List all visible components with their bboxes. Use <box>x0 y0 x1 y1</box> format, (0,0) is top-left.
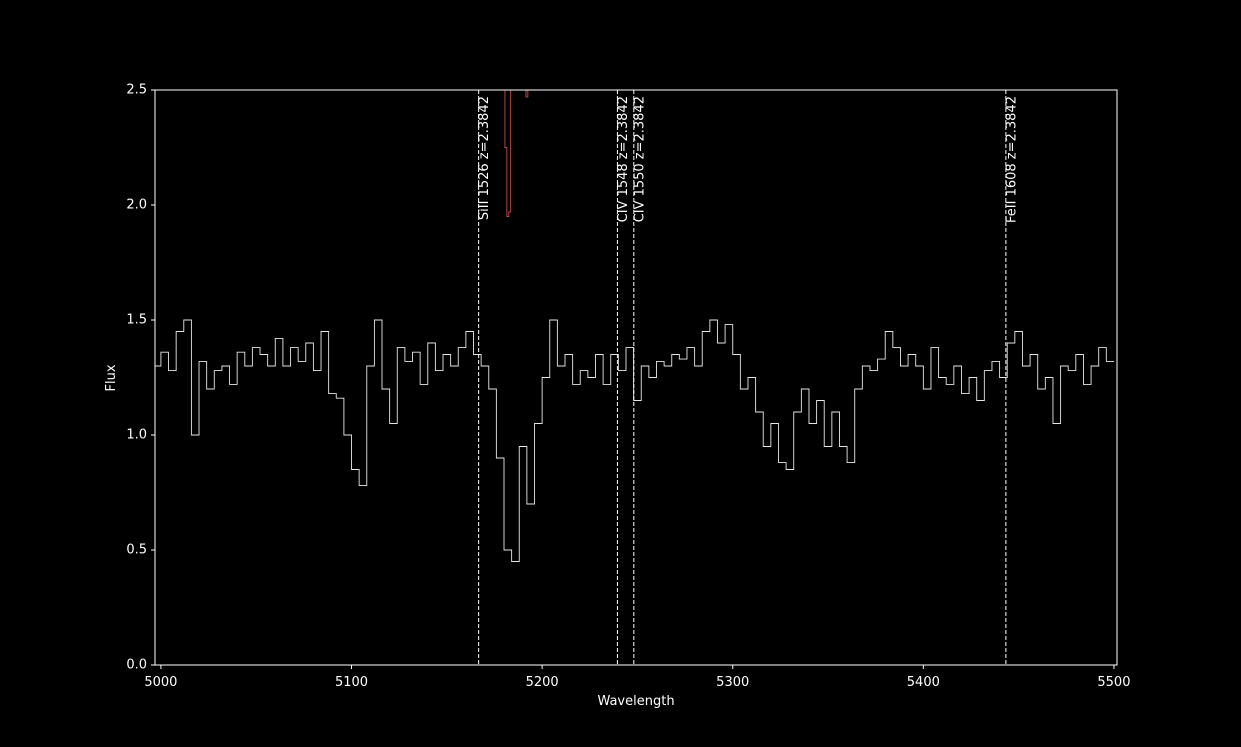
y-tick-label: 2.5 <box>126 83 147 98</box>
y-tick-label: 2.0 <box>126 198 147 213</box>
x-tick-label: 5200 <box>526 675 559 690</box>
x-tick-label: 5300 <box>716 675 749 690</box>
x-tick-label: 5500 <box>1097 675 1130 690</box>
line-label: CIV 1550 z=2.3842 <box>632 96 647 222</box>
y-tick-label: 0.0 <box>126 658 147 673</box>
x-tick-label: 5000 <box>144 675 177 690</box>
x-axis-label: Wavelength <box>597 694 674 709</box>
line-label: FeII 1608 z=2.3842 <box>1004 96 1019 223</box>
x-tick-label: 5100 <box>335 675 368 690</box>
spectrum-line <box>504 90 529 217</box>
line-label: CIV 1548 z=2.3842 <box>616 96 631 222</box>
line-label: SiII 1526 z=2.3842 <box>477 96 492 220</box>
y-tick-label: 0.5 <box>126 543 147 558</box>
y-tick-label: 1.0 <box>126 428 147 443</box>
x-tick-label: 5400 <box>907 675 940 690</box>
axes-frame <box>154 89 1118 666</box>
y-axis-label: Flux <box>104 364 119 391</box>
y-tick-label: 1.5 <box>126 313 147 328</box>
